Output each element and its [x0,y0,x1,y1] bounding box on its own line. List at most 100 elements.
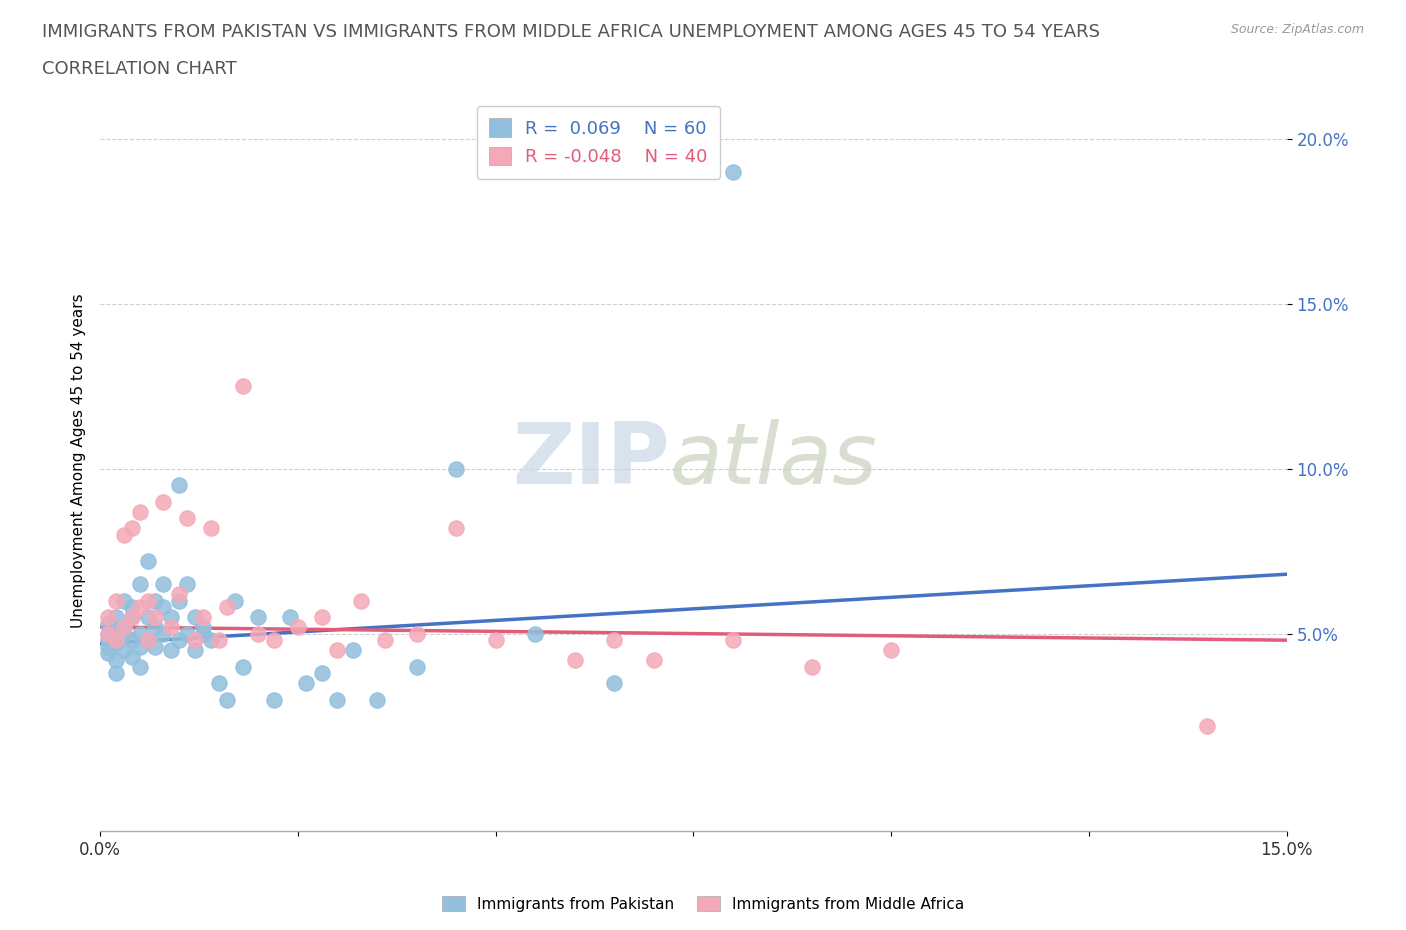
Point [121,610,143,625]
Text: IMMIGRANTS FROM PAKISTAN VS IMMIGRANTS FROM MIDDLE AFRICA UNEMPLOYMENT AMONG AGE: IMMIGRANTS FROM PAKISTAN VS IMMIGRANTS F… [42,23,1099,41]
Point [326,643,349,658]
Point [564,653,586,668]
Point [152,626,174,641]
Point [184,610,207,625]
Point [167,632,190,647]
Point [104,623,127,638]
Point [128,659,150,674]
Point [128,504,150,519]
Point [350,593,373,608]
Point [191,619,214,634]
Point [263,632,285,647]
Point [136,632,159,647]
Point [247,626,270,641]
Point [444,521,467,536]
Point [191,626,214,641]
Point [97,646,120,661]
Point [342,643,364,658]
Point [136,553,159,568]
Point [112,593,135,608]
Point [112,643,135,658]
Point [263,692,285,707]
Text: CORRELATION CHART: CORRELATION CHART [42,60,238,78]
Point [97,626,120,641]
Point [145,610,167,625]
Y-axis label: Unemployment Among Ages 45 to 54 years: Unemployment Among Ages 45 to 54 years [72,293,86,628]
Point [231,659,253,674]
Point [326,692,349,707]
Point [104,610,127,625]
Point [176,511,198,525]
Point [128,626,150,641]
Point [287,619,309,634]
Point [97,626,120,641]
Point [208,632,231,647]
Legend: R =  0.069    N = 60, R = -0.048    N = 40: R = 0.069 N = 60, R = -0.048 N = 40 [477,106,720,179]
Point [121,649,143,664]
Point [104,632,127,647]
Point [112,619,135,634]
Point [366,692,388,707]
Point [294,675,316,690]
Point [128,600,150,615]
Point [152,494,174,509]
Point [405,626,427,641]
Point [121,600,143,615]
Point [152,600,174,615]
Point [104,653,127,668]
Point [97,610,120,625]
Point [128,577,150,591]
Point [104,636,127,651]
Point [184,643,207,658]
Point [374,632,396,647]
Point [231,379,253,393]
Point [215,692,238,707]
Point [603,632,626,647]
Point [311,610,333,625]
Legend: Immigrants from Pakistan, Immigrants from Middle Africa: Immigrants from Pakistan, Immigrants fro… [436,889,970,918]
Point [136,593,159,608]
Point [160,610,183,625]
Point [176,577,198,591]
Point [184,632,207,647]
Point [311,666,333,681]
Point [485,632,508,647]
Point [200,521,222,536]
Point [145,619,167,634]
Point [405,659,427,674]
Point [145,593,167,608]
Point [136,632,159,647]
Point [524,626,547,641]
Point [121,521,143,536]
Point [167,587,190,602]
Point [247,610,270,625]
Point [224,593,246,608]
Point [200,632,222,647]
Point [97,632,120,647]
Point [97,617,120,631]
Point [167,478,190,493]
Point [160,619,183,634]
Point [112,527,135,542]
Point [97,639,120,654]
Point [721,632,744,647]
Point [278,610,301,625]
Point [112,619,135,634]
Point [721,165,744,179]
Text: ZIP: ZIP [512,418,669,502]
Point [104,593,127,608]
Point [136,610,159,625]
Point [176,626,198,641]
Point [215,600,238,615]
Point [643,653,665,668]
Point [167,593,190,608]
Point [208,675,231,690]
Point [160,643,183,658]
Point [1197,719,1219,734]
Point [128,639,150,654]
Point [145,639,167,654]
Point [191,610,214,625]
Text: atlas: atlas [669,418,877,502]
Point [112,626,135,641]
Point [121,632,143,647]
